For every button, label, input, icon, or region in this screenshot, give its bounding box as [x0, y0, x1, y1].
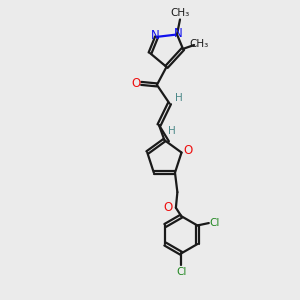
Text: O: O [164, 201, 173, 214]
Text: CH₃: CH₃ [170, 8, 190, 18]
Text: H: H [168, 125, 176, 136]
Text: CH₃: CH₃ [189, 38, 208, 49]
Text: Cl: Cl [210, 218, 220, 228]
Text: Cl: Cl [176, 267, 187, 277]
Text: H: H [175, 93, 183, 103]
Text: N: N [174, 27, 183, 40]
Text: O: O [131, 77, 140, 90]
Text: O: O [184, 144, 193, 157]
Text: N: N [151, 29, 160, 42]
